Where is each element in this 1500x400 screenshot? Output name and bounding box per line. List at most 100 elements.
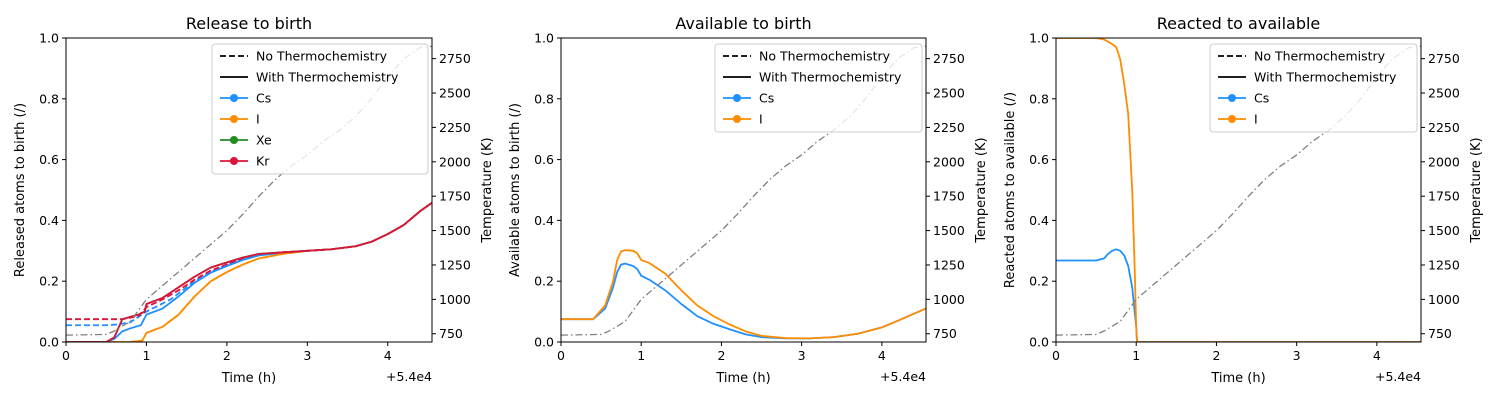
y2-tick-label: 2000 <box>1428 154 1460 169</box>
x-tick-label: 0 <box>62 348 70 363</box>
x-tick-label: 1 <box>1132 348 1140 363</box>
legend-label: I <box>759 112 763 127</box>
y-tick-label: 0.6 <box>1029 152 1049 167</box>
legend-box <box>714 43 923 133</box>
x-tick-label: 2 <box>223 348 231 363</box>
y2-tick-label: 1500 <box>933 223 965 238</box>
x-axis-label: Time (h) <box>1210 371 1265 386</box>
x-offset-text: +5.4e4 <box>880 369 926 384</box>
y-tick-label: 0.0 <box>39 335 59 350</box>
x-tick-label: 3 <box>303 348 311 363</box>
y2-tick-label: 2500 <box>1428 86 1460 101</box>
x-tick-label: 2 <box>1212 348 1220 363</box>
legend-label: With Thermochemistry <box>759 70 902 85</box>
y2-tick-label: 2000 <box>439 154 471 169</box>
y-tick-label: 0.8 <box>39 91 59 106</box>
plot-frame <box>1055 37 1422 343</box>
y-tick-label: 0.2 <box>39 274 59 289</box>
y-tick-label: 0.2 <box>1029 274 1049 289</box>
x-offset-text: +5.4e4 <box>386 369 432 384</box>
y2-tick-label: 750 <box>439 326 463 341</box>
y2-axis-label: Temperature (K) <box>480 137 495 243</box>
legend-label: With Thermochemistry <box>256 70 399 85</box>
legend-marker <box>733 115 741 123</box>
series-line-1 <box>561 262 926 340</box>
y-tick-label: 1.0 <box>39 31 59 46</box>
legend-label: No Thermochemistry <box>759 49 891 64</box>
y-tick-label: 1.0 <box>534 31 554 46</box>
chart-title: Available to birth <box>675 14 811 33</box>
x-offset-text: +5.4e4 <box>1375 369 1421 384</box>
y2-tick-label: 2500 <box>439 86 471 101</box>
series-line-1 <box>66 202 432 327</box>
x-axis-label: Time (h) <box>221 371 276 386</box>
y2-tick-label: 1750 <box>933 189 965 204</box>
y-tick-label: 0.6 <box>39 152 59 167</box>
y2-tick-label: 2750 <box>1428 51 1460 66</box>
legend: No Thermochemistry With Thermochemistry Cs… <box>211 43 429 175</box>
y-axis-label: Available atoms to birth (/) <box>508 103 523 277</box>
y2-tick-label: 2500 <box>933 86 965 101</box>
series-line-7 <box>66 202 432 342</box>
y2-tick-label: 1000 <box>933 292 965 307</box>
legend-box <box>211 43 429 175</box>
legend-label: Kr <box>256 154 270 169</box>
y-tick-label: 1.0 <box>1029 31 1049 46</box>
legend-label: Xe <box>256 133 272 148</box>
x-tick-label: 4 <box>1373 348 1381 363</box>
series-line-2 <box>1056 38 1421 342</box>
y2-tick-label: 2250 <box>933 120 965 135</box>
series-group <box>561 45 926 340</box>
y-tick-label: 0.6 <box>534 152 554 167</box>
y2-tick-label: 1250 <box>933 257 965 272</box>
temperature-line <box>1056 45 1421 336</box>
y-tick-label: 0.4 <box>534 213 554 228</box>
x-axis-label: Time (h) <box>715 371 770 386</box>
legend-label: No Thermochemistry <box>256 49 388 64</box>
legend-label: I <box>256 112 260 127</box>
chart-panel-2: 0 1 2 3 4 0.0 0.2 0.4 0.6 0.8 1.0 750 1000 1250 1500 17… <box>508 14 989 386</box>
y2-axis-label: Temperature (K) <box>974 137 989 243</box>
y-axis-label: Released atoms to birth (/) <box>13 103 28 277</box>
legend-marker <box>230 94 238 102</box>
x-tick-label: 4 <box>384 348 392 363</box>
y2-tick-label: 1000 <box>439 292 471 307</box>
legend-label: I <box>1254 112 1258 127</box>
legend-marker <box>1228 115 1236 123</box>
x-tick-label: 0 <box>1052 348 1060 363</box>
y2-tick-label: 2750 <box>933 51 965 66</box>
chart-panel-3: 0 1 2 3 4 0.0 0.2 0.4 0.6 0.8 1.0 750 1000 1250 1500 17… <box>1003 14 1484 386</box>
y2-tick-label: 1500 <box>439 223 471 238</box>
y2-tick-label: 2250 <box>1428 120 1460 135</box>
y2-tick-label: 1750 <box>439 189 471 204</box>
y2-tick-label: 1250 <box>1428 257 1460 272</box>
legend-label: With Thermochemistry <box>1254 70 1397 85</box>
plot-frame <box>560 37 927 343</box>
y-tick-label: 0.0 <box>534 335 554 350</box>
legend: No Thermochemistry With Thermochemistry Cs… <box>714 43 923 133</box>
legend-box <box>1209 43 1418 133</box>
x-tick-label: 3 <box>1293 348 1301 363</box>
legend-marker <box>230 136 238 144</box>
y-tick-label: 0.8 <box>1029 91 1049 106</box>
y-tick-label: 0.0 <box>1029 335 1049 350</box>
legend-label: Cs <box>1254 91 1269 106</box>
legend-marker <box>733 94 741 102</box>
y2-tick-label: 2750 <box>439 51 471 66</box>
legend-marker <box>230 157 238 165</box>
series-line-2 <box>561 249 926 340</box>
series-line-1 <box>1056 248 1421 342</box>
chart-title: Reacted to available <box>1157 14 1321 33</box>
series-group <box>1056 38 1421 342</box>
y2-tick-label: 2000 <box>933 154 965 169</box>
legend-marker <box>230 115 238 123</box>
y-tick-label: 0.4 <box>39 213 59 228</box>
y-axis-label: Reacted atoms to available (/) <box>1003 92 1018 288</box>
legend-marker <box>1228 94 1236 102</box>
y2-tick-label: 2250 <box>439 120 471 135</box>
chart-title: Release to birth <box>186 14 312 33</box>
legend: No Thermochemistry With Thermochemistry Cs… <box>1209 43 1418 133</box>
plot-frame <box>65 37 433 343</box>
y2-tick-label: 1000 <box>1428 292 1460 307</box>
